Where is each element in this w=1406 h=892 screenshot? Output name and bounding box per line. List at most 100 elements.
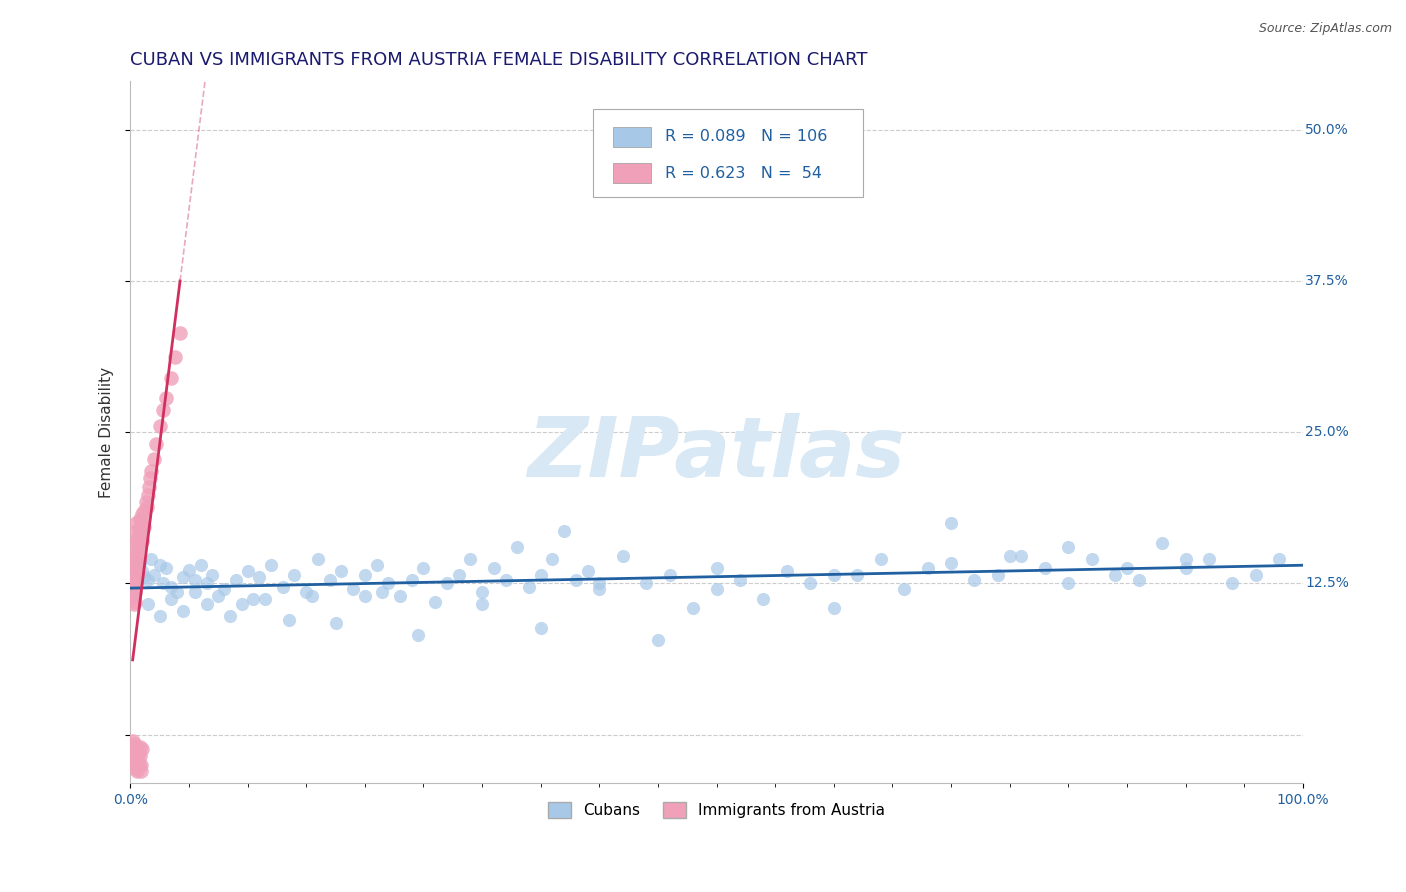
Point [330,564,353,578]
Point [128,532,150,546]
Point [124,746,146,760]
Point [823,600,845,615]
FancyBboxPatch shape [593,110,863,197]
Point [121,560,143,574]
Point [401,573,423,587]
Point [495,573,517,587]
Point [149,609,172,624]
Point [127,752,149,766]
Point [436,576,458,591]
Point [125,560,148,574]
Point [1174,560,1197,574]
Point [134,519,156,533]
Point [128,512,150,526]
Text: 25.0%: 25.0% [1305,425,1348,439]
Point [132,516,155,530]
Point [125,758,148,772]
Point [141,464,163,478]
Point [125,576,148,591]
Point [963,573,986,587]
Text: 12.5%: 12.5% [1305,576,1348,591]
Point [219,609,242,624]
Point [184,573,207,587]
Point [353,568,375,582]
Point [134,570,156,584]
Y-axis label: Female Disability: Female Disability [100,367,114,498]
Point [388,589,411,603]
Point [247,570,270,584]
Point [212,582,235,597]
Point [225,573,247,587]
Point [553,524,575,539]
Text: R = 0.089   N = 106: R = 0.089 N = 106 [665,129,827,145]
Point [588,582,610,597]
Point [425,594,447,608]
Point [318,573,340,587]
Point [122,582,145,597]
Point [169,326,191,340]
Point [254,592,277,607]
Point [131,742,153,756]
Point [128,758,150,772]
Point [207,589,229,603]
Point [277,613,299,627]
Point [127,558,149,573]
Text: 37.5%: 37.5% [1305,274,1348,288]
Point [195,597,218,611]
Point [128,524,150,539]
Point [776,564,799,578]
Point [128,536,150,550]
Point [517,580,540,594]
Point [195,576,218,591]
Point [131,522,153,536]
Point [129,528,152,542]
Point [149,558,172,573]
Point [155,392,177,406]
Point [647,633,669,648]
Point [121,589,143,603]
Point [125,524,148,539]
Point [127,764,149,778]
Point [136,597,159,611]
Point [377,576,399,591]
Point [136,573,159,587]
Point [125,739,148,754]
Point [823,568,845,582]
Point [127,568,149,582]
Point [1080,552,1102,566]
Point [129,764,152,778]
Text: 50.0%: 50.0% [1305,123,1348,136]
Point [172,604,194,618]
Point [893,582,915,597]
Point [125,540,148,554]
Point [121,733,143,747]
Point [135,495,157,509]
Point [1268,552,1291,566]
Point [939,556,962,570]
Point [506,540,529,554]
Point [236,564,259,578]
Point [682,600,704,615]
Point [799,576,821,591]
Point [301,589,323,603]
Point [307,552,329,566]
Point [412,560,434,574]
Point [917,560,939,574]
Point [155,560,177,574]
Point [706,582,728,597]
Point [125,534,148,549]
Point [172,570,194,584]
Point [1244,568,1267,582]
Point [134,504,156,518]
Point [998,549,1021,563]
Point [471,597,494,611]
Point [242,592,264,607]
Point [1152,536,1174,550]
Point [125,556,148,570]
Point [122,746,145,760]
Point [135,500,157,515]
Point [1198,552,1220,566]
Point [260,558,283,573]
Legend: Cubans, Immigrants from Austria: Cubans, Immigrants from Austria [541,797,891,824]
Point [325,616,347,631]
